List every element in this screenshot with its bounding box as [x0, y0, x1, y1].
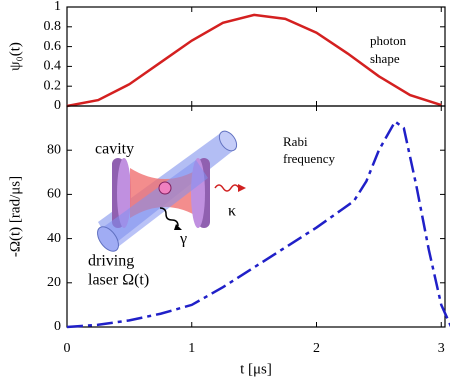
annotation: κ	[228, 203, 236, 220]
annotation: cavity	[95, 141, 134, 158]
y-axis-label: ψ₀(t)	[7, 42, 23, 71]
y-tick-label: 0	[54, 98, 61, 113]
annotation: Rabi	[283, 134, 308, 149]
y-tick-label: 40	[47, 231, 61, 246]
annotation: laser Ω(t)	[88, 272, 149, 289]
y-tick-label: 20	[47, 275, 61, 290]
y-tick-label: 60	[47, 187, 61, 202]
plot-frame	[66, 105, 446, 328]
x-tick-label: 1	[188, 341, 195, 356]
y-axis-label: -Ω(t) [rad/μs]	[7, 176, 23, 257]
x-axis-label: t [μs]	[240, 361, 272, 377]
data-line	[66, 119, 450, 329]
y-tick-label: 0.2	[44, 78, 62, 93]
x-tick-label: 3	[438, 341, 445, 356]
inset-illustration	[97, 130, 246, 252]
y-tick-label: 0.4	[44, 59, 62, 74]
y-tick-label: 0	[54, 319, 61, 334]
y-tick-label: 1	[54, 0, 61, 14]
y-tick-label: 0.6	[44, 39, 62, 54]
y-tick-label: 80	[47, 142, 61, 157]
annotation: frequency	[283, 151, 335, 166]
x-tick-label: 0	[64, 341, 71, 356]
annotation: shape	[370, 51, 400, 66]
annotation: photon	[370, 33, 407, 48]
annotation: driving	[88, 253, 134, 270]
annotation: γ	[179, 231, 187, 248]
y-tick-label: 0.8	[44, 19, 62, 34]
x-tick-label: 2	[313, 341, 320, 356]
data-line	[66, 13, 442, 108]
